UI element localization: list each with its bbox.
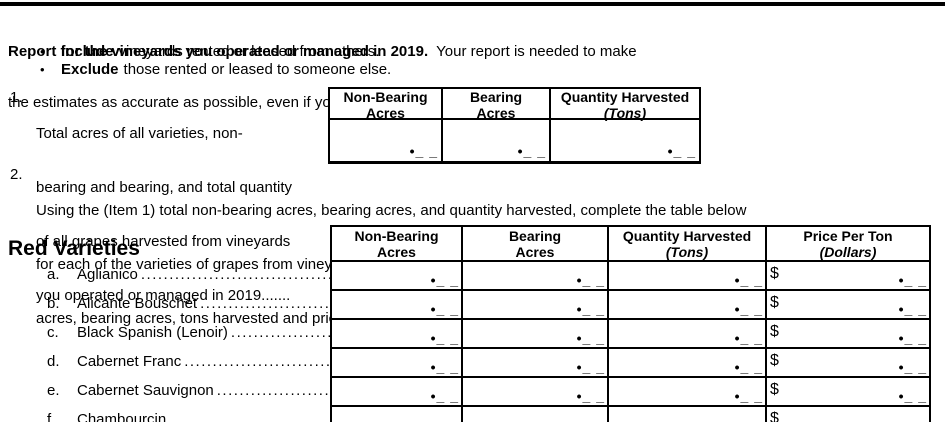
entry-marker: •_ _ xyxy=(430,272,459,288)
entry-cell-c-price[interactable]: $ •_ _ xyxy=(765,320,929,349)
entry-cell-a-price[interactable]: $ •_ _ xyxy=(765,262,929,291)
entry-cell-a-non-bearing[interactable]: •_ _ xyxy=(332,262,461,291)
variety-row-b: b. Alicante Bouschet xyxy=(47,289,330,318)
entry-marker: •_ _ xyxy=(430,301,459,317)
bullet-include-text: vineyards rented or leased from others. xyxy=(118,43,380,60)
variety-row-e: e. Cabernet Sauvignon xyxy=(47,376,330,405)
bullet-include-keyword: Include xyxy=(61,43,114,60)
entry-cell-f-price[interactable]: $ xyxy=(765,407,929,422)
item-2-number: 2. xyxy=(10,166,23,183)
entry-cell-b-non-bearing[interactable]: •_ _ xyxy=(332,291,461,320)
entry-cell-e-bearing[interactable]: •_ _ xyxy=(461,378,607,407)
entry-cell-f-quantity[interactable] xyxy=(607,407,765,422)
item-1-line-3: of all grapes harvested from vineyards xyxy=(36,233,291,250)
col-header-non-bearing-acres: Non-Bearing Acres xyxy=(330,89,441,120)
entry-marker: •_ _ xyxy=(898,301,927,317)
entry-marker: •_ _ xyxy=(576,359,605,375)
entry-cell-b-quantity[interactable]: •_ _ xyxy=(607,291,765,320)
red-varieties-heading: Red Varieties xyxy=(8,237,140,260)
entry-marker: •_ _ xyxy=(898,388,927,404)
entry-cell-e-price[interactable]: $ •_ _ xyxy=(765,378,929,407)
entry-marker: •_ _ xyxy=(517,143,546,159)
entry-cell-b-price[interactable]: $ •_ _ xyxy=(765,291,929,320)
entry-marker: •_ _ xyxy=(734,359,763,375)
dot-leader xyxy=(141,266,330,283)
intro-line-1: Report for the vineyards you operated or… xyxy=(8,43,637,60)
item-1-number: 1. xyxy=(10,89,23,106)
entry-marker: •_ _ xyxy=(409,143,438,159)
entry-marker: •_ _ xyxy=(576,301,605,317)
bullet-icon xyxy=(40,43,61,61)
entry-cell-d-quantity[interactable]: •_ _ xyxy=(607,349,765,378)
entry-marker: •_ _ xyxy=(734,330,763,346)
entry-marker: •_ _ xyxy=(430,330,459,346)
dollar-sign: $ xyxy=(770,265,779,282)
variety-row-c: c. Black Spanish (Lenoir) xyxy=(47,318,330,347)
entry-marker: •_ _ xyxy=(898,359,927,375)
top-rule xyxy=(0,2,945,6)
entry-marker: •_ _ xyxy=(898,330,927,346)
entry-cell-a-quantity[interactable]: •_ _ xyxy=(607,262,765,291)
dollar-sign: $ xyxy=(770,323,779,340)
bullet-include: Include vineyards rented or leased from … xyxy=(40,43,391,61)
dot-leader xyxy=(169,411,330,422)
entry-cell-b-bearing[interactable]: •_ _ xyxy=(461,291,607,320)
entry-cell-f-bearing[interactable] xyxy=(461,407,607,422)
dot-leader xyxy=(200,295,330,312)
entry-cell-f-non-bearing[interactable] xyxy=(332,407,461,422)
entry-marker: •_ _ xyxy=(430,388,459,404)
entry-cell-c-quantity[interactable]: •_ _ xyxy=(607,320,765,349)
entry-cell-total-non-bearing[interactable]: •_ _ xyxy=(330,120,441,161)
entry-cell-d-price[interactable]: $ •_ _ xyxy=(765,349,929,378)
entry-cell-e-quantity[interactable]: •_ _ xyxy=(607,378,765,407)
intro-bold: Report for the vineyards you operated or… xyxy=(8,43,429,60)
col-header-bearing-acres: Bearing Acres xyxy=(461,227,607,262)
col-header-quantity-harvested: Quantity Harvested (Tons) xyxy=(549,89,699,120)
bullet-exclude-text: those rented or leased to someone else. xyxy=(123,60,392,78)
dot-leader xyxy=(184,353,330,370)
instruction-bullets: Include vineyards rented or leased from … xyxy=(40,43,391,78)
item-1-line-2: bearing and bearing, and total quantity xyxy=(36,179,293,196)
item-1-totals-table: Non-Bearing Acres Bearing Acres Quantity… xyxy=(328,87,701,164)
entry-cell-c-non-bearing[interactable]: •_ _ xyxy=(332,320,461,349)
red-varieties-table: Non-Bearing Acres Bearing Acres Quantity… xyxy=(330,225,931,422)
col-header-bearing-acres: Bearing Acres xyxy=(441,89,549,120)
entry-marker: •_ _ xyxy=(734,388,763,404)
variety-row-d: d. Cabernet Franc xyxy=(47,347,330,376)
item-1-line-1: Total acres of all varieties, non- xyxy=(36,125,243,142)
variety-labels: a. Aglianico b. Alicante Bouschet c. Bla… xyxy=(47,260,330,422)
item-2-line-1: Using the (Item 1) total non-bearing acr… xyxy=(36,202,747,219)
entry-marker: •_ _ xyxy=(430,359,459,375)
col-header-quantity-harvested: Quantity Harvested (Tons) xyxy=(607,227,765,262)
entry-marker: •_ _ xyxy=(734,301,763,317)
col-header-price-per-ton: Price Per Ton (Dollars) xyxy=(765,227,929,262)
dollar-sign: $ xyxy=(770,294,779,311)
variety-row-f: f. Chambourcin xyxy=(47,405,330,422)
bullet-exclude-keyword: Exclude xyxy=(61,60,119,78)
entry-marker: •_ _ xyxy=(734,272,763,288)
entry-marker: •_ _ xyxy=(898,272,927,288)
bullet-exclude: Exclude those rented or leased to someon… xyxy=(40,61,391,79)
dollar-sign: $ xyxy=(770,381,779,398)
bullet-icon xyxy=(40,61,61,79)
entry-marker: •_ _ xyxy=(576,330,605,346)
entry-cell-total-bearing[interactable]: •_ _ xyxy=(441,120,549,161)
intro-line-1-rest: Your report is needed to make xyxy=(436,43,637,60)
variety-row-a: a. Aglianico xyxy=(47,260,330,289)
entry-cell-d-non-bearing[interactable]: •_ _ xyxy=(332,349,461,378)
entry-cell-d-bearing[interactable]: •_ _ xyxy=(461,349,607,378)
dollar-sign: $ xyxy=(770,410,779,422)
entry-marker: •_ _ xyxy=(667,143,696,159)
dollar-sign: $ xyxy=(770,352,779,369)
entry-cell-c-bearing[interactable]: •_ _ xyxy=(461,320,607,349)
col-header-non-bearing-acres: Non-Bearing Acres xyxy=(332,227,461,262)
entry-marker: •_ _ xyxy=(576,388,605,404)
dot-leader xyxy=(217,382,330,399)
entry-cell-total-quantity[interactable]: •_ _ xyxy=(549,120,699,161)
entry-marker: •_ _ xyxy=(576,272,605,288)
entry-cell-a-bearing[interactable]: •_ _ xyxy=(461,262,607,291)
entry-cell-e-non-bearing[interactable]: •_ _ xyxy=(332,378,461,407)
dot-leader xyxy=(231,324,330,341)
